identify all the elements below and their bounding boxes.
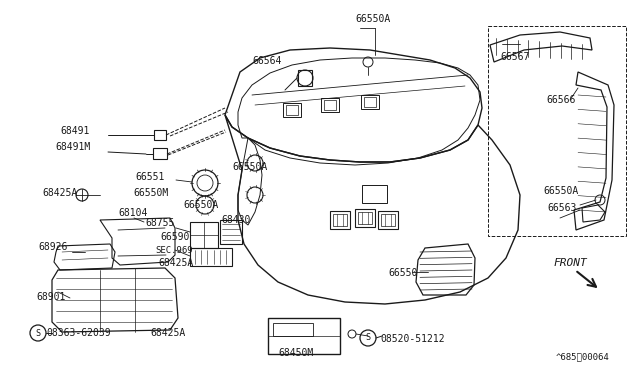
Text: 68491M: 68491M xyxy=(55,142,90,152)
Bar xyxy=(381,214,395,226)
Bar xyxy=(364,97,376,107)
Text: 68425A: 68425A xyxy=(158,258,193,268)
Bar xyxy=(153,148,167,159)
Bar xyxy=(488,26,626,236)
Bar xyxy=(154,130,166,140)
Bar xyxy=(358,212,372,224)
Bar xyxy=(273,323,313,336)
Text: 66590: 66590 xyxy=(160,232,189,242)
Text: 68425A: 68425A xyxy=(42,188,77,198)
Text: 08363-62039: 08363-62039 xyxy=(46,328,111,338)
Bar xyxy=(362,185,387,203)
Text: 68104: 68104 xyxy=(118,208,147,218)
Text: FRONT: FRONT xyxy=(554,258,588,268)
Text: SEC.969: SEC.969 xyxy=(155,246,193,255)
Bar xyxy=(330,211,350,229)
Bar xyxy=(378,211,398,229)
Text: 66550: 66550 xyxy=(388,268,417,278)
Text: ^685⁄00064: ^685⁄00064 xyxy=(556,352,610,361)
Text: 66550A: 66550A xyxy=(543,186,579,196)
Text: 68430: 68430 xyxy=(221,215,250,225)
Bar xyxy=(333,214,347,226)
Text: 68450M: 68450M xyxy=(278,348,313,358)
Bar xyxy=(324,100,336,110)
Bar xyxy=(286,105,298,115)
Text: 66566: 66566 xyxy=(546,95,575,105)
Bar xyxy=(283,103,301,117)
Text: 68755: 68755 xyxy=(145,218,174,228)
Text: 66564: 66564 xyxy=(252,56,282,66)
Text: 66551: 66551 xyxy=(135,172,164,182)
Bar xyxy=(321,98,339,112)
Text: 68491: 68491 xyxy=(60,126,90,136)
Text: 66567: 66567 xyxy=(500,52,529,62)
Text: 66550M: 66550M xyxy=(133,188,168,198)
Text: 68926: 68926 xyxy=(38,242,67,252)
Text: S: S xyxy=(35,328,40,337)
Text: 08520-51212: 08520-51212 xyxy=(380,334,445,344)
Text: 68425A: 68425A xyxy=(150,328,185,338)
Bar xyxy=(355,209,375,227)
Text: 68901: 68901 xyxy=(36,292,65,302)
Text: 66550A: 66550A xyxy=(232,162,268,172)
Text: 66550A: 66550A xyxy=(183,200,218,210)
Text: 66550A: 66550A xyxy=(355,14,390,24)
Bar xyxy=(298,70,312,86)
Text: 66563: 66563 xyxy=(547,203,577,213)
Bar xyxy=(268,318,340,354)
Bar xyxy=(190,248,232,266)
Bar xyxy=(220,220,242,244)
Bar xyxy=(361,95,379,109)
Text: S: S xyxy=(365,334,371,343)
Bar xyxy=(190,222,218,248)
